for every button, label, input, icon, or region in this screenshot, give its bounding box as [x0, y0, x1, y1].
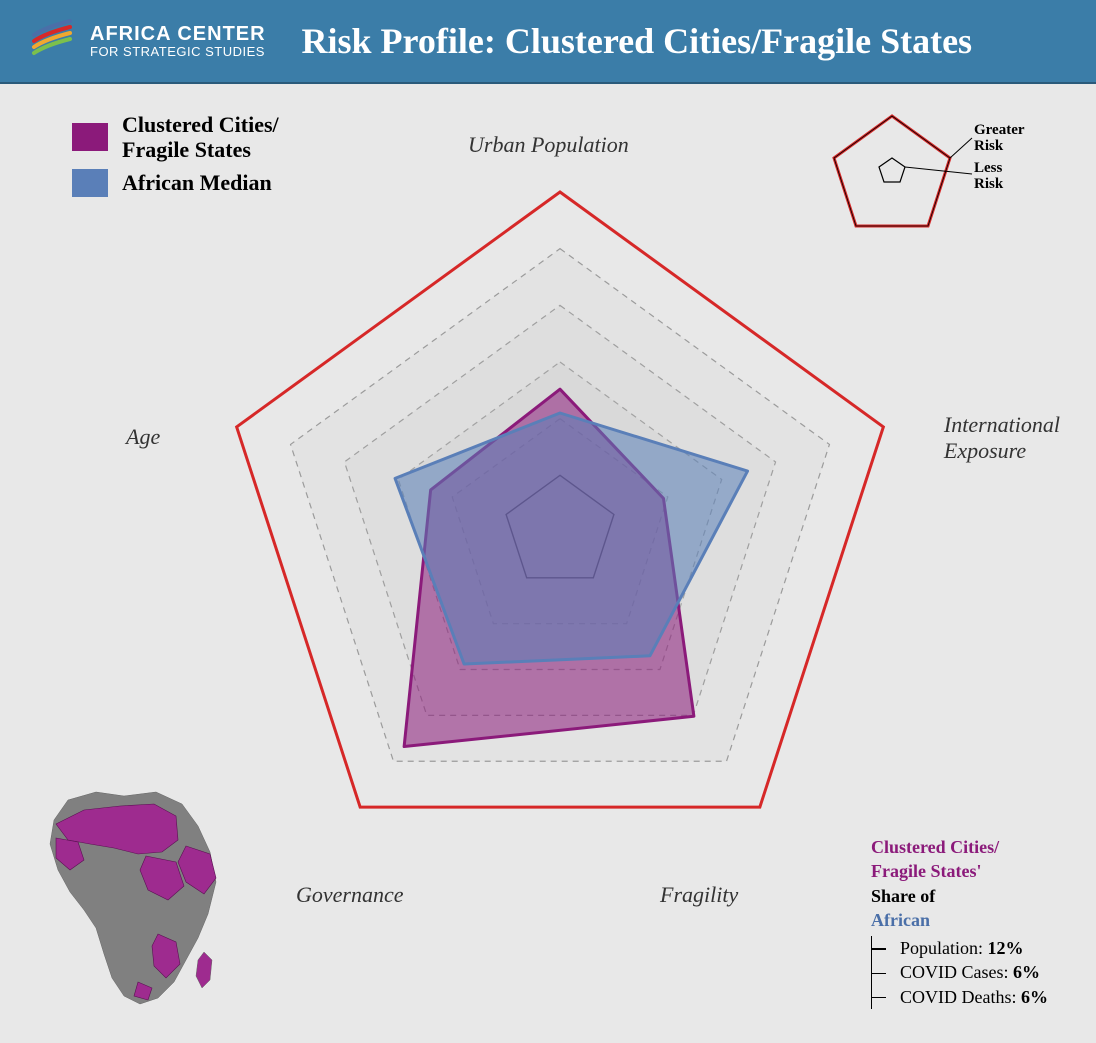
- share-line2: Fragile States': [871, 859, 1048, 883]
- radar-svg: [160, 132, 960, 932]
- legend-swatch-series2: [72, 169, 108, 197]
- logo-line1: AFRICA CENTER: [90, 24, 266, 45]
- share-stat-cases: COVID Cases: 6%: [886, 960, 1048, 984]
- axis-label-fragility: Fragility: [660, 882, 738, 908]
- share-stat-deaths: COVID Deaths: 6%: [886, 985, 1048, 1009]
- page-root: AFRICA CENTER FOR STRATEGIC STUDIES Risk…: [0, 0, 1096, 1043]
- content-area: Clustered Cities/ Fragile States African…: [0, 84, 1096, 1043]
- header-bar: AFRICA CENTER FOR STRATEGIC STUDIES Risk…: [0, 0, 1096, 84]
- radar-chart: [160, 132, 960, 937]
- share-stats: Population: 12% COVID Cases: 6% COVID De…: [871, 936, 1048, 1009]
- share-stat-val: 6%: [1021, 987, 1048, 1007]
- share-stat-label: Population:: [900, 938, 983, 958]
- share-stat-val: 6%: [1013, 962, 1040, 982]
- share-line3: Share of: [871, 884, 1048, 908]
- page-title: Risk Profile: Clustered Cities/Fragile S…: [266, 20, 1068, 62]
- share-stat-population: Population: 12%: [886, 936, 1048, 960]
- share-stat-label: COVID Cases:: [900, 962, 1009, 982]
- share-line4: African: [871, 908, 1048, 932]
- legend-swatch-series1: [72, 123, 108, 151]
- logo: AFRICA CENTER FOR STRATEGIC STUDIES: [28, 17, 266, 65]
- axis-label-age: Age: [126, 424, 160, 450]
- axis-label-intl: International Exposure: [944, 412, 1060, 464]
- logo-icon: [28, 17, 76, 65]
- logo-text: AFRICA CENTER FOR STRATEGIC STUDIES: [90, 24, 266, 59]
- risk-key-less: LessRisk: [974, 160, 1004, 192]
- axis-label-urban: Urban Population: [468, 132, 629, 158]
- risk-key-greater: GreaterRisk: [974, 122, 1025, 154]
- africa-map: [26, 782, 246, 1017]
- share-stat-label: COVID Deaths:: [900, 987, 1016, 1007]
- logo-line2: FOR STRATEGIC STUDIES: [90, 45, 266, 59]
- africa-map-icon: [26, 782, 246, 1012]
- share-line1: Clustered Cities/: [871, 835, 1048, 859]
- axis-label-governance: Governance: [296, 882, 404, 908]
- share-block: Clustered Cities/ Fragile States' Share …: [871, 835, 1048, 1009]
- share-stat-val: 12%: [988, 938, 1024, 958]
